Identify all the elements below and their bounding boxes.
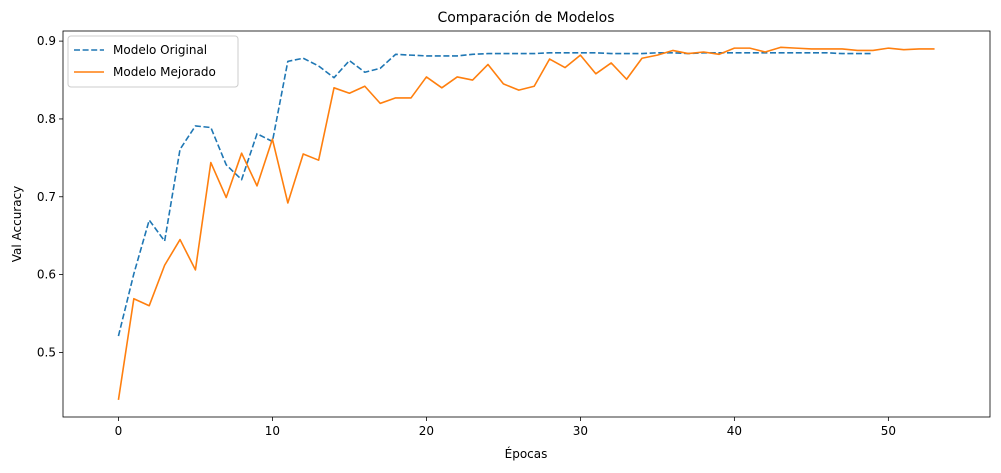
x-tick-label: 50	[881, 424, 896, 438]
y-axis-label: Val Accuracy	[10, 186, 24, 263]
legend-label-1: Modelo Mejorado	[113, 65, 216, 79]
legend-label-0: Modelo Original	[113, 43, 207, 57]
x-tick-label: 20	[419, 424, 434, 438]
y-tick-label: 0.6	[37, 268, 56, 282]
y-tick-label: 0.5	[37, 345, 56, 359]
plot-area	[63, 31, 990, 417]
x-axis-label: Épocas	[505, 446, 548, 461]
x-tick-label: 10	[265, 424, 280, 438]
y-tick-label: 0.9	[37, 34, 56, 48]
series-layer	[117, 46, 935, 401]
x-tick-label: 40	[727, 424, 742, 438]
plot-frame	[62, 30, 991, 418]
y-tick-label: 0.7	[37, 190, 56, 204]
series-line-0	[117, 51, 873, 337]
y-tick-label: 0.8	[37, 112, 56, 126]
tick-layer: 0 10 20 30 40 50 0.5 0.6 0.7 0.8 0.9	[37, 34, 896, 438]
chart-title: Comparación de Modelos	[437, 10, 614, 26]
x-tick-label: 30	[573, 424, 588, 438]
legend: Modelo Original Modelo Mejorado	[67, 35, 239, 88]
legend-box	[67, 35, 239, 88]
x-tick-label: 0	[115, 424, 123, 438]
series-line-1	[117, 46, 935, 401]
